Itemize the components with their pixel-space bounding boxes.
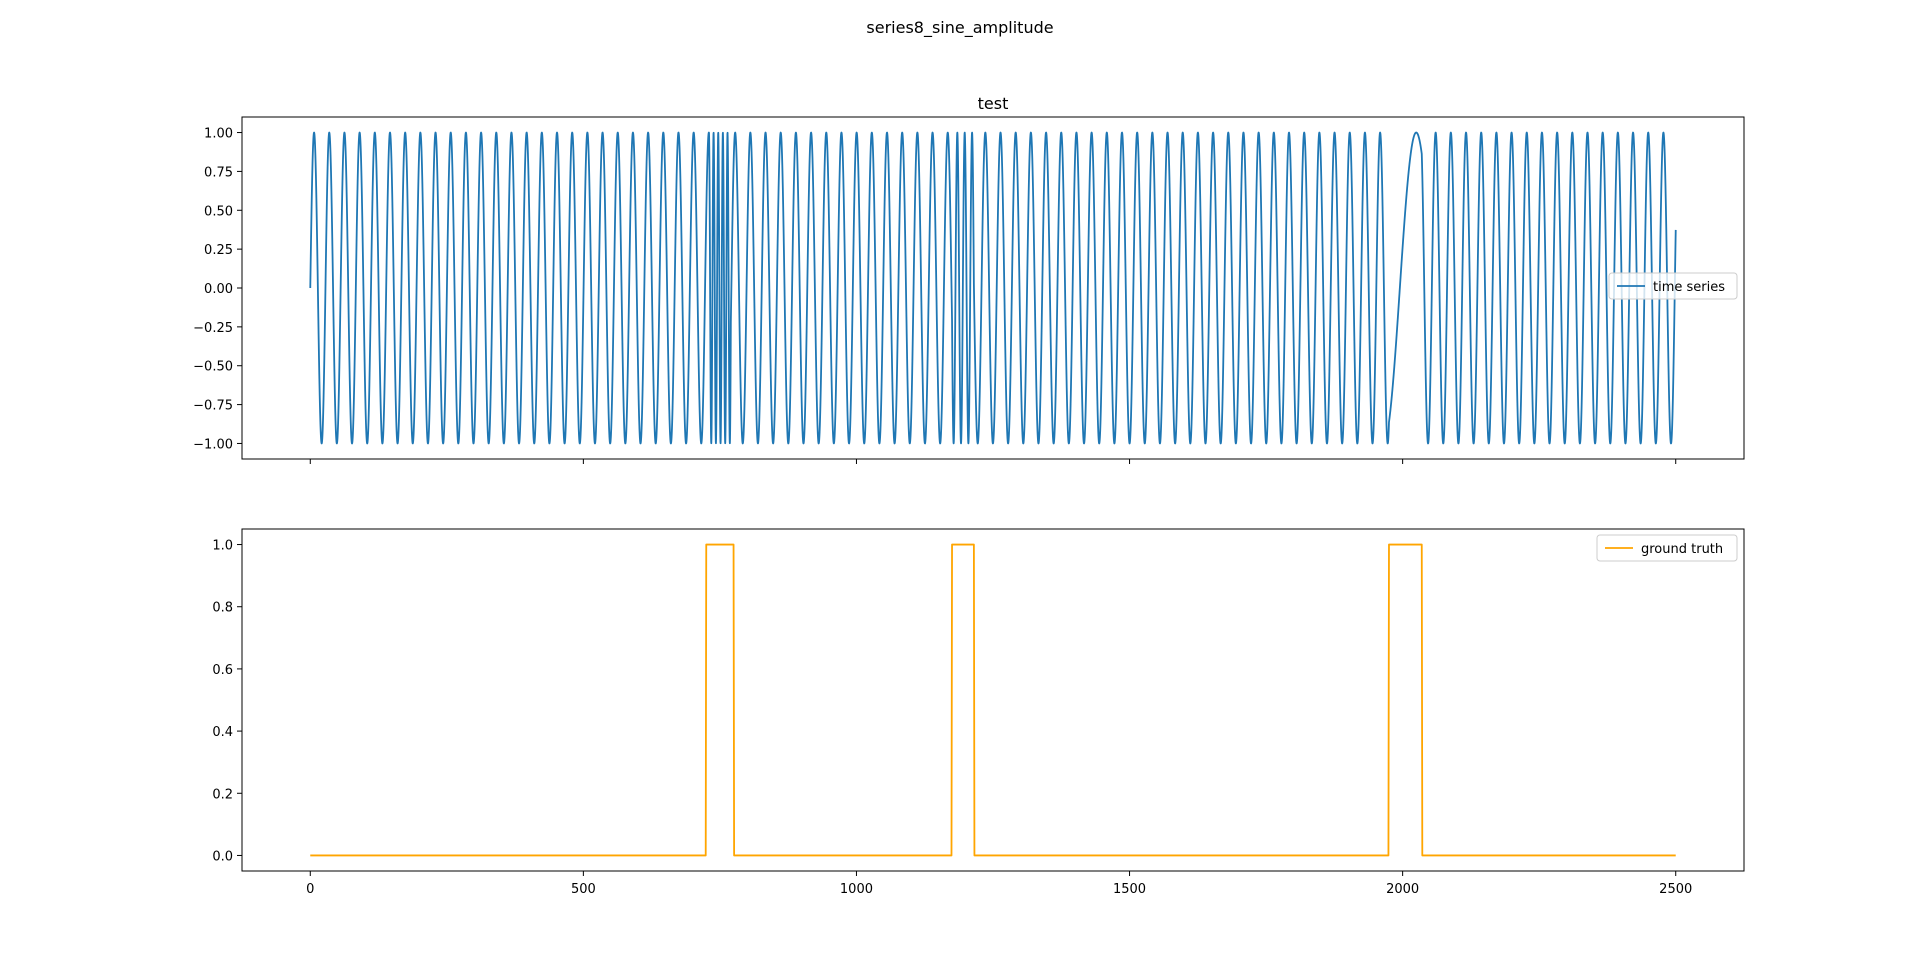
x-tick-label: 0	[306, 882, 314, 897]
y-tick-label: −1.00	[193, 437, 233, 452]
y-tick-label: −0.75	[193, 399, 233, 414]
y-tick-label: 0.50	[204, 204, 233, 219]
legend: time series	[1608, 272, 1738, 300]
y-tick-label: 1.0	[212, 539, 233, 554]
axes-frame	[241, 528, 1745, 872]
x-tick-label: 500	[571, 882, 596, 897]
y-tick-label: 0.75	[204, 165, 233, 180]
legend-label: ground truth	[1641, 542, 1723, 557]
y-tick-label: 0.25	[204, 243, 233, 258]
x-tick-label: 1500	[1113, 882, 1146, 897]
time-series-panel: −1.00 −0.75 −0.50 −0.25 0.00 0.25 0.50 0.75 1.00…	[193, 94, 1745, 464]
y-tick-label: 0.2	[212, 787, 233, 802]
legend-label: time series	[1653, 280, 1725, 295]
series-line-ground-truth	[310, 543, 1676, 857]
y-tick-label: 0.00	[204, 282, 233, 297]
legend: ground truth	[1596, 534, 1738, 562]
ground-truth-panel: 0.0 0.2 0.4 0.6 0.8 1.0 0 500 1000 1500 2000 2500 gr…	[212, 528, 1745, 897]
figure-suptitle: series8_sine_amplitude	[866, 18, 1053, 38]
y-tick-label: 0.0	[212, 849, 233, 864]
series-line-time-series	[309, 131, 1677, 445]
y-tick-label: 0.6	[212, 663, 233, 678]
x-tick-label: 1000	[840, 882, 873, 897]
y-tick-label: 0.4	[212, 725, 233, 740]
y-tick-label: 1.00	[204, 127, 233, 142]
y-tick-label: −0.50	[193, 360, 233, 375]
y-tick-label: −0.25	[193, 321, 233, 336]
y-tick-label: 0.8	[212, 601, 233, 616]
axes-title: test	[978, 94, 1009, 113]
x-tick-label: 2500	[1659, 882, 1692, 897]
x-tick-label: 2000	[1386, 882, 1419, 897]
